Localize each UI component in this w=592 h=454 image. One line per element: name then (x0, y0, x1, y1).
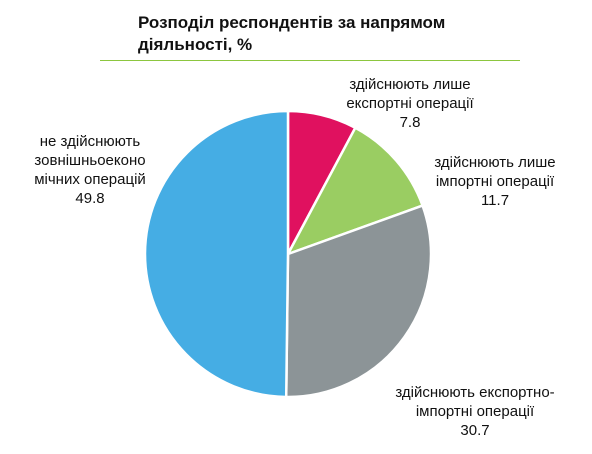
slice-label-line: імпортні операції (415, 403, 535, 420)
slice-value: 30.7 (460, 422, 490, 439)
slice-label-no-foreign-trade: не здійснюють зовнішньоеконо мічних опер… (10, 132, 170, 208)
slice-label-export-only: здійснюють лише експортні операції 7.8 (300, 75, 520, 132)
slice-value: 11.7 (480, 192, 510, 209)
title-underline (100, 60, 520, 61)
slice-label-export-import: здійснюють експортно- імпортні операції … (360, 383, 590, 440)
slice-label-line: зовнішньоеконо (34, 152, 146, 169)
pie-slice (143, 109, 290, 399)
chart-title-line-2: діяльності, % (138, 35, 253, 54)
slice-label-line: не здійснюють (39, 133, 141, 150)
slice-label-line: мічних операцій (34, 171, 146, 188)
slice-label-line: здійснюють експортно- (395, 384, 555, 401)
slice-label-line: експортні операції (346, 95, 474, 112)
slice-value: 49.8 (75, 190, 105, 207)
pie-slice (284, 204, 433, 399)
slice-label-line: імпортні операції (435, 173, 555, 190)
slice-label-line: здійснюють лише (349, 76, 471, 93)
chart-title-line-1: Розподіл респондентів за напрямом (138, 13, 446, 32)
slice-value: 7.8 (399, 114, 421, 131)
pie-slice (286, 126, 424, 256)
slice-label-line: здійснюють лише (434, 154, 556, 171)
slice-label-import-only: здійснюють лише імпортні операції 11.7 (400, 153, 590, 210)
chart-title: Розподіл респондентів за напрямом діяльн… (138, 12, 498, 56)
